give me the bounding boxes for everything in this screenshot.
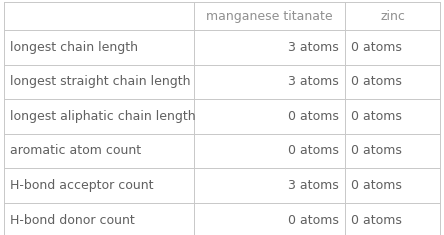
Text: 0 atoms: 0 atoms	[351, 75, 402, 88]
Text: zinc: zinc	[380, 10, 405, 23]
Text: aromatic atom count: aromatic atom count	[10, 145, 141, 157]
Text: 0 atoms: 0 atoms	[288, 214, 339, 227]
Text: 0 atoms: 0 atoms	[351, 214, 402, 227]
Text: 0 atoms: 0 atoms	[288, 145, 339, 157]
Text: longest straight chain length: longest straight chain length	[10, 75, 190, 88]
Text: longest aliphatic chain length: longest aliphatic chain length	[10, 110, 195, 123]
Text: 0 atoms: 0 atoms	[351, 41, 402, 54]
Text: 3 atoms: 3 atoms	[288, 41, 339, 54]
Text: 0 atoms: 0 atoms	[351, 179, 402, 192]
Text: 3 atoms: 3 atoms	[288, 179, 339, 192]
Text: 0 atoms: 0 atoms	[288, 110, 339, 123]
Text: 0 atoms: 0 atoms	[351, 145, 402, 157]
Text: manganese titanate: manganese titanate	[206, 10, 333, 23]
Text: longest chain length: longest chain length	[10, 41, 138, 54]
Text: 3 atoms: 3 atoms	[288, 75, 339, 88]
Text: H-bond donor count: H-bond donor count	[10, 214, 135, 227]
Text: H-bond acceptor count: H-bond acceptor count	[10, 179, 153, 192]
Text: 0 atoms: 0 atoms	[351, 110, 402, 123]
